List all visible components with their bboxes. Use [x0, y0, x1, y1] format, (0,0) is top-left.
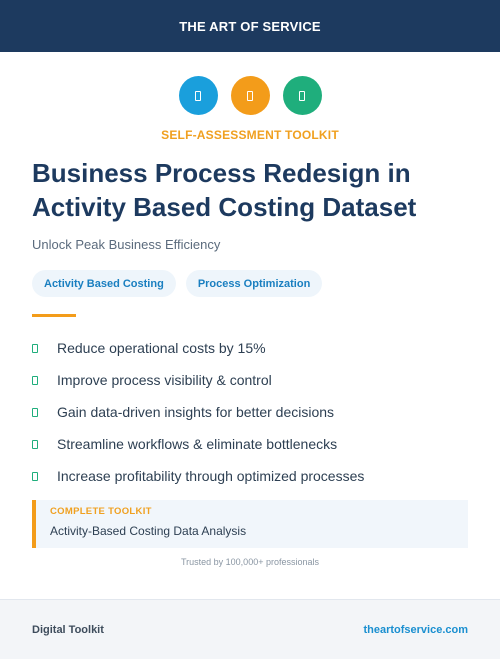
benefit-item: Streamline workflows & eliminate bottlen…	[32, 428, 472, 460]
benefit-item: Improve process visibility & control	[32, 364, 472, 396]
page-title: Business Process Redesign in Activity Ba…	[32, 158, 417, 222]
toolkit-callout: COMPLETE TOOLKIT Activity-Based Costing …	[32, 500, 468, 548]
benefit-text: Gain data-driven insights for better dec…	[57, 404, 335, 420]
footer-label: Digital Toolkit	[32, 623, 104, 636]
header-bar: THE ART OF SERVICE	[0, 0, 500, 52]
footer-bar: Digital Toolkit theartofservice.com	[0, 599, 500, 659]
check-icon	[32, 375, 38, 385]
tag-list: Activity Based Costing Process Optimizat…	[32, 270, 323, 297]
brand-name: THE ART OF SERVICE	[179, 18, 321, 34]
tag-activity-based-costing[interactable]: Activity Based Costing	[32, 270, 176, 297]
benefit-text: Reduce operational costs by 15%	[57, 340, 266, 356]
benefit-text: Improve process visibility & control	[57, 372, 272, 388]
document-icon	[230, 76, 270, 115]
check-icon	[32, 471, 38, 481]
benefit-text: Streamline workflows & eliminate bottlen…	[57, 436, 338, 452]
kicker-label: SELF-ASSESSMENT TOOLKIT	[161, 128, 339, 142]
website-link[interactable]: theartofservice.com	[363, 623, 468, 636]
benefit-text: Increase profitability through optimized…	[57, 468, 365, 484]
check-icon	[32, 343, 38, 353]
benefit-item: Reduce operational costs by 15%	[32, 332, 472, 364]
check-icon	[32, 439, 38, 449]
tag-process-optimization[interactable]: Process Optimization	[185, 270, 323, 297]
callout-label: COMPLETE TOOLKIT	[50, 506, 152, 517]
document-icon	[178, 76, 218, 115]
accent-divider	[32, 314, 76, 317]
benefit-item: Gain data-driven insights for better dec…	[32, 396, 472, 428]
trust-note: Trusted by 100,000+ professionals	[180, 557, 319, 567]
callout-text: Activity-Based Costing Data Analysis	[50, 524, 247, 538]
benefit-item: Increase profitability through optimized…	[32, 460, 472, 492]
icon-row	[0, 76, 500, 115]
benefit-list: Reduce operational costs by 15% Improve …	[32, 332, 472, 492]
document-icon	[282, 76, 322, 115]
subtitle: Unlock Peak Business Efficiency	[32, 237, 221, 252]
check-icon	[32, 407, 38, 417]
